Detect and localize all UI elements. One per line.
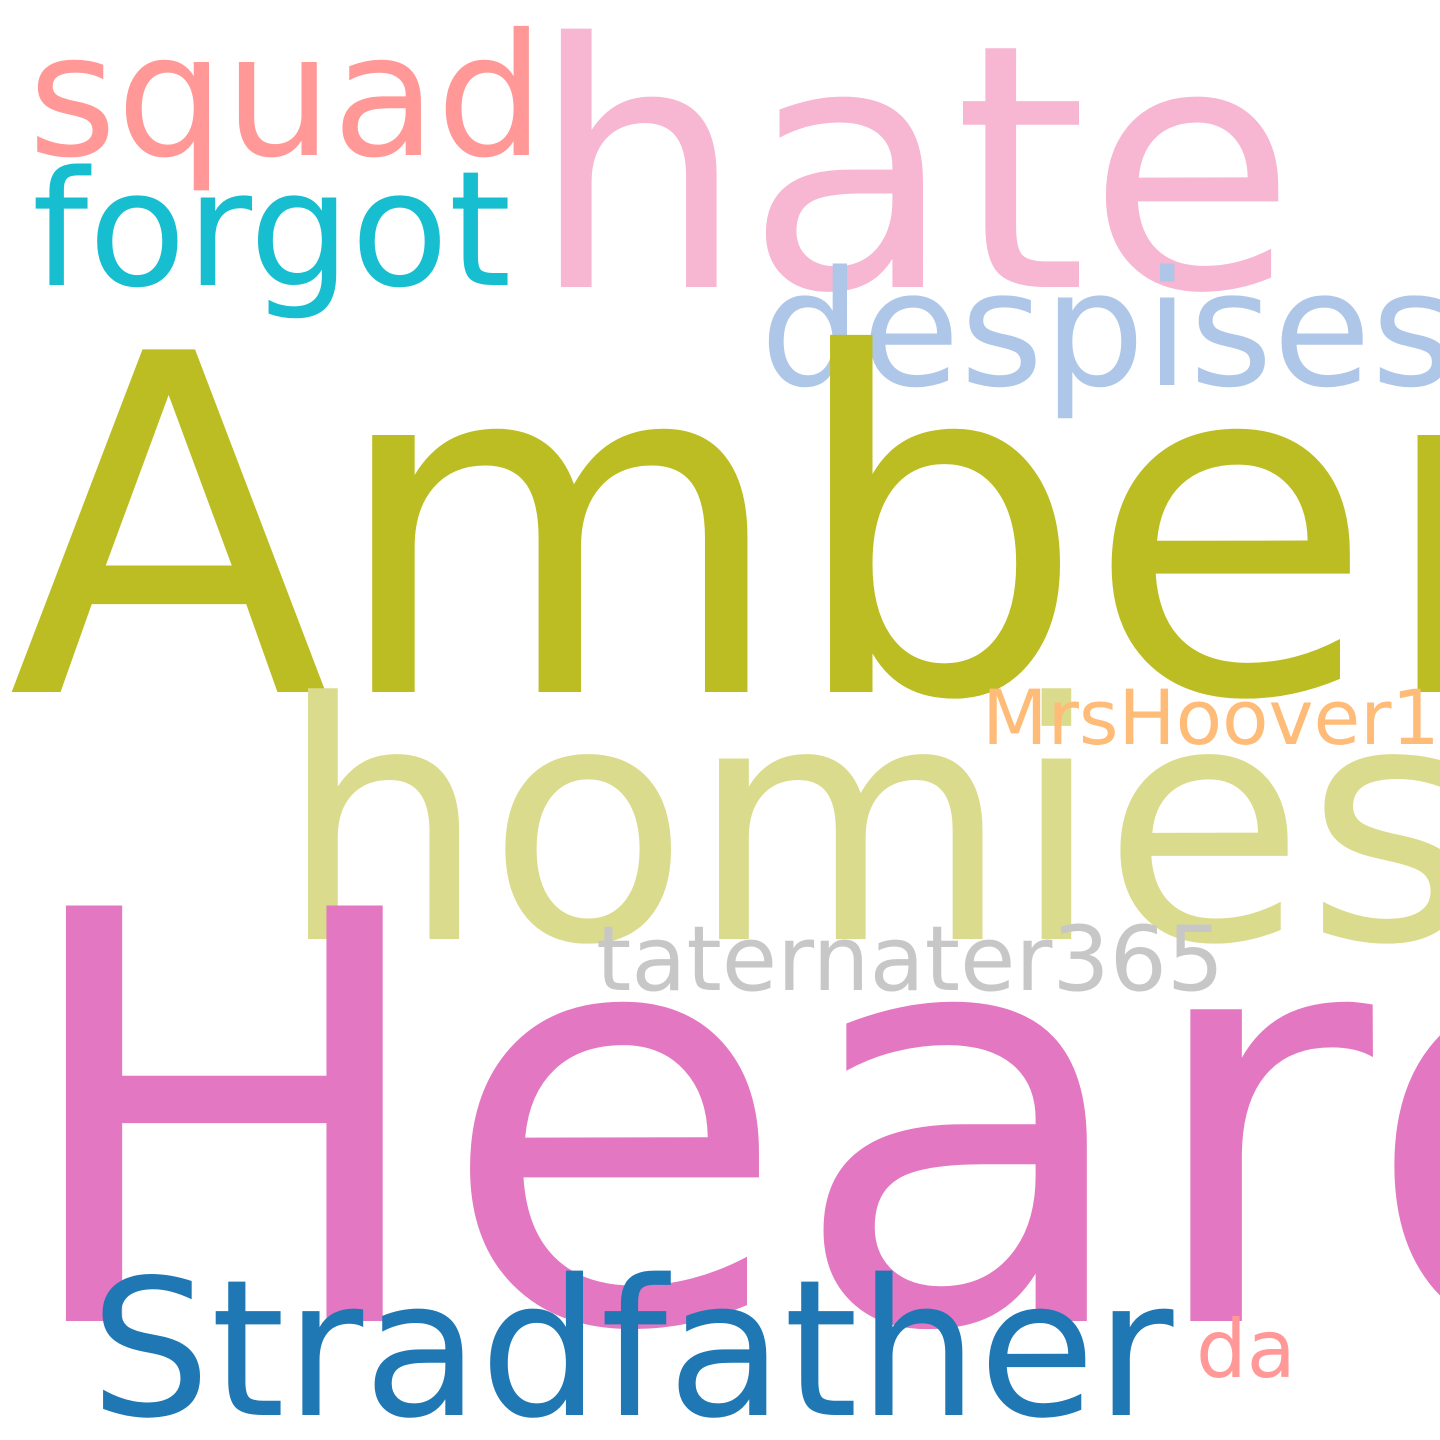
word-amber: Amber bbox=[8, 256, 1440, 803]
word-forgot: forgot bbox=[32, 136, 512, 323]
word-homies: homies bbox=[278, 633, 1440, 1017]
word-hate: hate bbox=[530, 0, 1297, 368]
word-stradfather: Stradfather bbox=[90, 1239, 1174, 1440]
word-mrshoover11: MrsHoover11 bbox=[982, 673, 1440, 762]
word-taternater365: taternater365 bbox=[596, 907, 1225, 1012]
word-squad: squad bbox=[28, 0, 545, 196]
word-despises: despises bbox=[760, 236, 1440, 423]
word-heard: Heard bbox=[10, 793, 1440, 1440]
word-da: da bbox=[1196, 1303, 1296, 1396]
